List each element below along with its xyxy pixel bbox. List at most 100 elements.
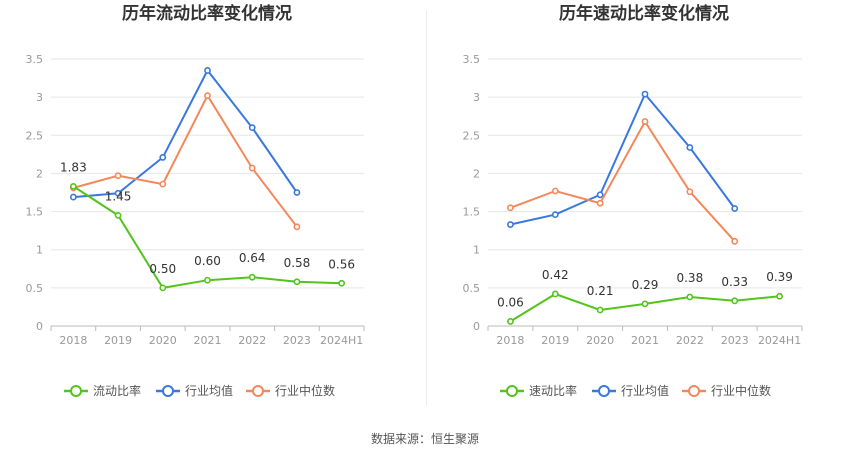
panel-divider <box>426 10 427 406</box>
y-tick-label: 3 <box>473 91 480 104</box>
data-label: 0.29 <box>632 278 659 292</box>
legend-marker-icon <box>688 385 700 397</box>
data-point <box>731 297 739 305</box>
legend-marker-icon <box>506 385 518 397</box>
legend-label: 行业中位数 <box>711 383 771 398</box>
data-point <box>641 118 649 125</box>
series-line-industry-avg <box>73 68 298 199</box>
data-point <box>293 189 301 196</box>
x-tick-label: 2024H1 <box>320 334 363 347</box>
data-label: 0.06 <box>497 295 524 309</box>
y-tick-label: 1.5 <box>26 206 44 219</box>
y-tick-label: 3.5 <box>463 53 481 66</box>
legend-marker-icon <box>598 385 610 397</box>
legend-label: 行业均值 <box>621 383 669 398</box>
data-point <box>776 292 783 300</box>
legend-item: 行业中位数 <box>682 383 771 398</box>
y-tick-label: 0.5 <box>463 282 481 295</box>
y-tick-label: 3 <box>36 91 43 104</box>
chart-title: 历年速动比率变化情况 <box>559 3 729 24</box>
legend-label: 流动比率 <box>93 383 141 398</box>
legend-label: 行业均值 <box>185 383 233 398</box>
data-point <box>248 273 256 281</box>
y-tick-label: 2.5 <box>26 129 44 142</box>
y-tick-label: 0 <box>36 320 43 333</box>
data-point <box>204 92 211 100</box>
data-label: 0.60 <box>194 254 221 268</box>
data-point <box>551 290 559 298</box>
data-label: 0.38 <box>676 271 703 285</box>
data-point <box>69 182 77 190</box>
legend-marker-icon <box>162 385 174 397</box>
x-tick-label: 2022 <box>238 334 266 347</box>
y-tick-label: 2 <box>473 167 480 180</box>
data-point <box>686 293 694 301</box>
legend-marker-icon <box>252 385 264 397</box>
legend-item: 速动比率 <box>500 383 577 398</box>
y-tick-label: 0 <box>473 320 480 333</box>
x-tick-label: 2021 <box>631 334 659 347</box>
data-point <box>159 180 167 188</box>
x-tick-label: 2018 <box>59 334 87 347</box>
data-point <box>204 67 211 74</box>
x-tick-label: 2019 <box>541 334 569 347</box>
data-label: 1.83 <box>60 160 87 174</box>
data-label: 0.39 <box>766 270 793 284</box>
data-point <box>248 124 256 132</box>
legend-item: 行业均值 <box>592 383 669 398</box>
data-point <box>293 223 301 231</box>
data-label: 0.64 <box>239 251 266 265</box>
data-point <box>507 318 514 325</box>
y-tick-label: 2 <box>36 167 43 180</box>
y-tick-label: 1 <box>36 244 43 257</box>
series-line-industry-median <box>73 93 298 228</box>
data-point <box>641 90 649 98</box>
data-point <box>641 300 649 308</box>
data-point <box>596 199 604 207</box>
y-tick-label: 2.5 <box>463 129 481 142</box>
series-line-industry-avg <box>510 92 736 226</box>
x-tick-label: 2024H1 <box>758 334 801 347</box>
x-tick-label: 2023 <box>283 334 311 347</box>
data-label: 0.42 <box>542 268 569 282</box>
x-tick-label: 2019 <box>104 334 132 347</box>
data-point <box>114 172 122 180</box>
x-tick-label: 2018 <box>496 334 524 347</box>
x-tick-label: 2023 <box>721 334 749 347</box>
data-source-label: 数据来源：恒生聚源 <box>370 432 479 446</box>
data-point <box>114 189 122 197</box>
legend-item: 行业中位数 <box>246 383 335 398</box>
legend-item: 流动比率 <box>64 383 141 398</box>
series-line-main <box>509 292 780 323</box>
legend-label: 速动比率 <box>529 383 577 398</box>
y-tick-label: 0.5 <box>26 282 44 295</box>
data-point <box>159 154 167 161</box>
chart-title: 历年流动比率变化情况 <box>122 3 292 24</box>
x-tick-label: 2022 <box>676 334 704 347</box>
data-point <box>507 221 514 228</box>
data-point <box>596 191 604 199</box>
legend-marker-icon <box>70 385 82 397</box>
data-point <box>248 164 256 172</box>
data-label: 0.50 <box>149 262 176 276</box>
data-point <box>338 279 346 287</box>
y-tick-label: 1.5 <box>463 206 481 219</box>
data-point <box>551 211 559 219</box>
data-point <box>731 237 739 245</box>
data-point <box>686 188 694 196</box>
data-point <box>159 284 167 292</box>
data-label: 0.21 <box>587 284 614 298</box>
chart-panel-1: 历年流动比率变化情况 0 0.5 1 1.5 2 2.5 3 3.5 2018 2019 2020 20… <box>26 3 365 398</box>
data-point <box>686 144 694 151</box>
data-label: 0.33 <box>721 275 748 289</box>
x-tick-label: 2020 <box>149 334 177 347</box>
data-label: 0.56 <box>328 257 355 271</box>
x-tick-label: 2021 <box>194 334 222 347</box>
data-point <box>507 204 514 212</box>
data-label: 0.58 <box>284 256 311 270</box>
x-tick-label: 2020 <box>586 334 614 347</box>
data-point <box>69 193 77 201</box>
legend-label: 行业中位数 <box>275 383 335 398</box>
data-point <box>596 306 604 314</box>
